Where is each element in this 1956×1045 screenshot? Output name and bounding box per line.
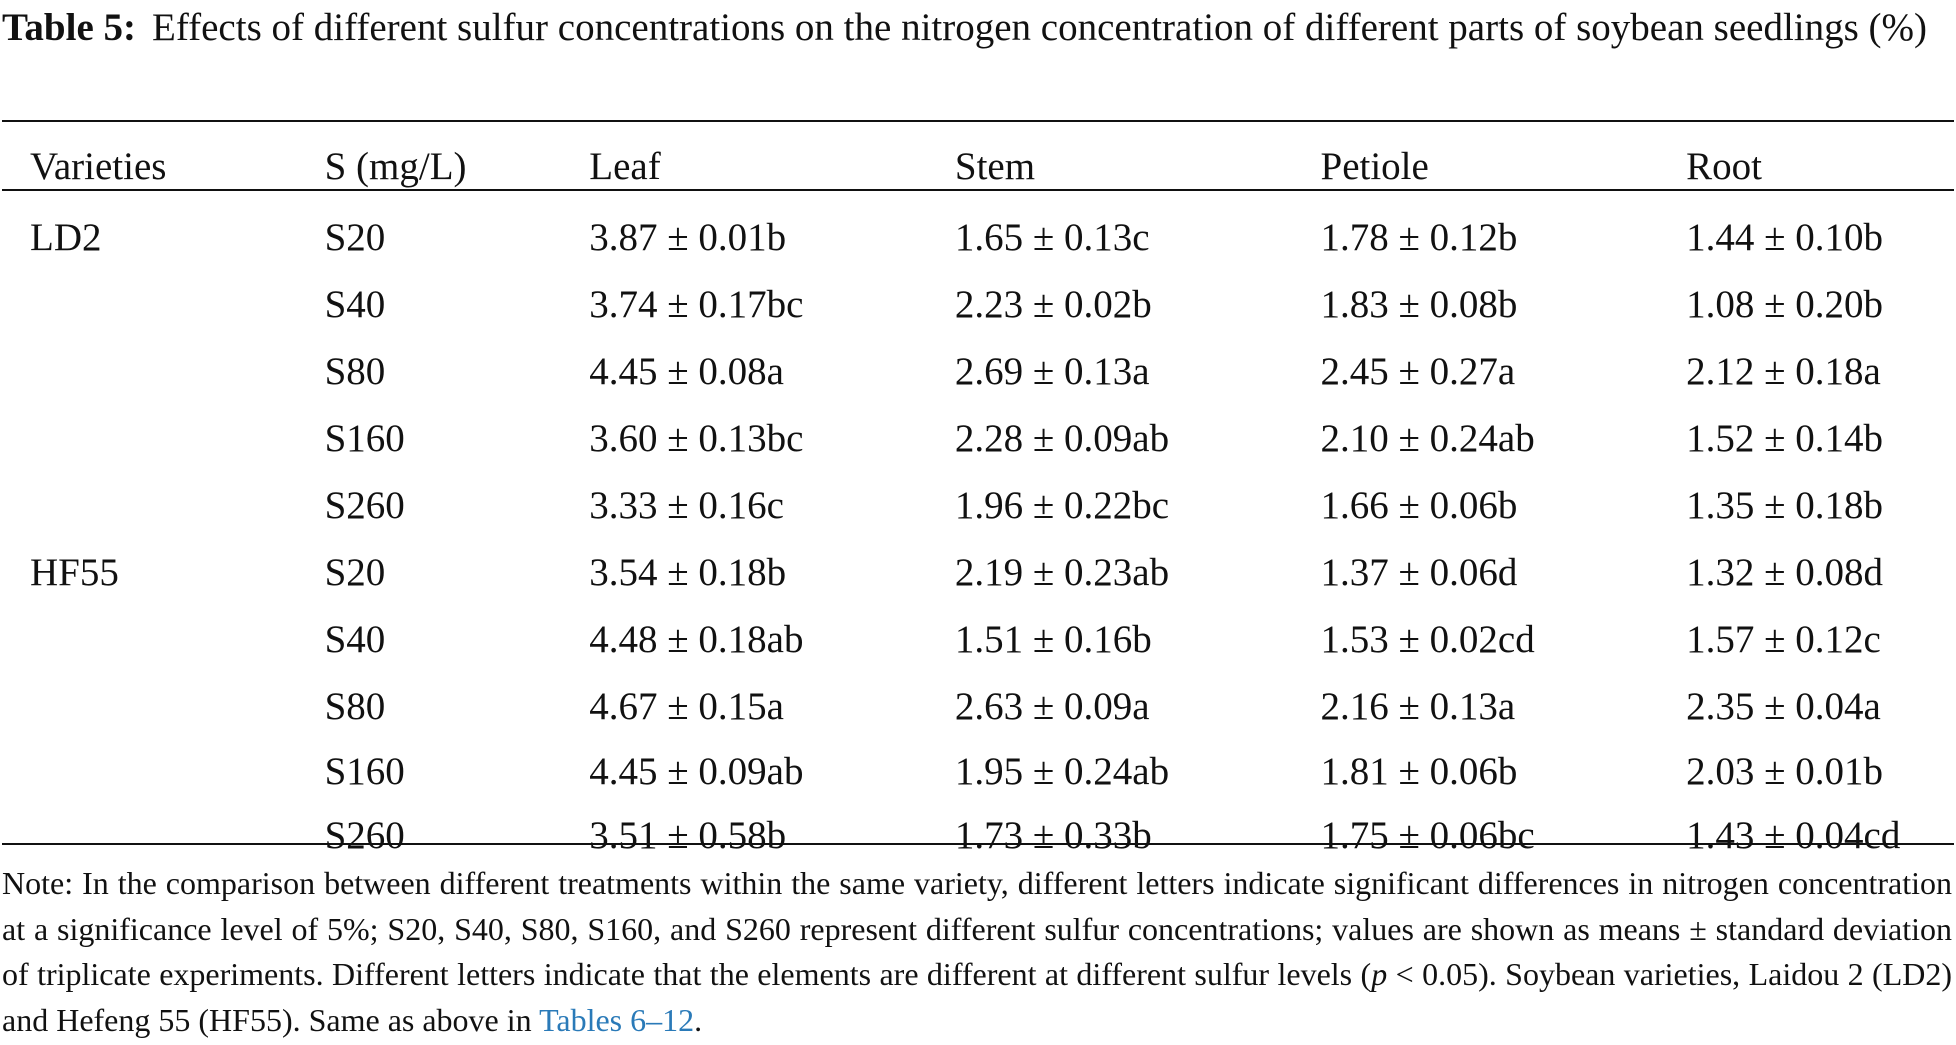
variety-cell <box>2 673 325 740</box>
variety-cell <box>2 802 325 869</box>
root-cell: 2.35 ± 0.04a <box>1686 685 1881 728</box>
variety-cell: LD2 <box>30 216 102 259</box>
stem-cell: 1.51 ± 0.16b <box>954 618 1152 661</box>
stem-cell: 2.23 ± 0.02b <box>954 283 1152 326</box>
table-row: S160 3.60 ± 0.13bc 2.28 ± 0.09ab 2.10 ± 0.2… <box>2 405 1956 472</box>
root-cell: 2.03 ± 0.01b <box>1686 749 1884 793</box>
variety-cell <box>2 271 325 338</box>
bottom-rule <box>2 843 1954 845</box>
top-rule <box>2 120 1954 122</box>
table-note: Note: In the comparison between differen… <box>2 861 1952 1043</box>
leaf-cell: 3.60 ± 0.13bc <box>589 417 804 460</box>
petiole-cell: 2.10 ± 0.24ab <box>1320 417 1535 460</box>
data-table: Varieties S (mg/L) Leaf Stem Petiole Roo… <box>2 0 1956 869</box>
leaf-cell: 4.45 ± 0.08a <box>589 350 784 393</box>
leaf-cell: 4.48 ± 0.18ab <box>589 618 804 661</box>
variety-cell <box>2 405 325 472</box>
petiole-cell: 1.37 ± 0.06d <box>1320 551 1518 594</box>
root-cell: 1.08 ± 0.20b <box>1686 283 1884 326</box>
header-row: Varieties S (mg/L) Leaf Stem Petiole Roo… <box>2 132 1956 200</box>
leaf-cell: 4.45 ± 0.09ab <box>589 749 804 793</box>
note-text: Note: In the comparison between differen… <box>2 865 1952 992</box>
sulfur-cell: S160 <box>324 749 405 793</box>
stem-cell: 2.63 ± 0.09a <box>954 685 1150 728</box>
header-varieties: Varieties <box>30 144 167 188</box>
stem-cell: 1.73 ± 0.33b <box>954 814 1152 857</box>
header-root: Root <box>1686 144 1762 188</box>
table-row: S260 3.33 ± 0.16c 1.96 ± 0.22bc 1.66 ± 0.06… <box>2 472 1956 539</box>
table-row: S80 4.67 ± 0.15a 2.63 ± 0.09a 2.16 ± 0.13a 2… <box>2 673 1956 740</box>
stem-cell: 1.96 ± 0.22bc <box>954 484 1170 527</box>
table-caption: Table 5: Effects of different sulfur conc… <box>2 0 1952 56</box>
header-sulfur: S (mg/L) <box>324 144 467 188</box>
variety-cell <box>2 606 325 673</box>
root-cell: 1.52 ± 0.14b <box>1686 417 1884 460</box>
petiole-cell: 1.83 ± 0.08b <box>1320 283 1518 326</box>
variety-cell <box>2 740 325 802</box>
table-title: Effects of different sulfur concentratio… <box>152 6 1928 49</box>
root-cell: 1.35 ± 0.18b <box>1686 484 1884 527</box>
sulfur-cell: S40 <box>324 618 386 661</box>
root-cell: 1.44 ± 0.10b <box>1686 216 1884 259</box>
tables-link[interactable]: Tables 6–12 <box>539 1001 695 1038</box>
sulfur-cell: S20 <box>324 216 386 259</box>
stem-cell: 2.19 ± 0.23ab <box>954 551 1170 594</box>
stem-cell: 1.65 ± 0.13c <box>954 216 1150 259</box>
table-row: S40 4.48 ± 0.18ab 1.51 ± 0.16b 1.53 ± 0.02c… <box>2 606 1956 673</box>
leaf-cell: 3.54 ± 0.18b <box>589 551 787 594</box>
note-end: . <box>694 1001 703 1038</box>
header-petiole: Petiole <box>1320 144 1429 188</box>
root-cell: 1.32 ± 0.08d <box>1686 551 1884 594</box>
header-stem: Stem <box>954 144 1036 188</box>
table-row: S40 3.74 ± 0.17bc 2.23 ± 0.02b 1.83 ± 0.08b… <box>2 271 1956 338</box>
leaf-cell: 3.74 ± 0.17bc <box>589 283 804 326</box>
petiole-cell: 1.78 ± 0.12b <box>1320 216 1518 259</box>
sulfur-cell: S20 <box>324 551 386 594</box>
header-leaf: Leaf <box>589 144 661 188</box>
root-cell: 1.43 ± 0.04cd <box>1686 814 1901 857</box>
variety-cell: HF55 <box>30 551 119 594</box>
header-rule <box>2 189 1954 191</box>
note-p-symbol: p <box>1371 956 1388 992</box>
petiole-cell: 1.53 ± 0.02cd <box>1320 618 1535 661</box>
note-text-2: < 0.05). Soybean varieties, Laidou 2 (LD… <box>2 956 1953 1038</box>
sulfur-cell: S160 <box>324 417 405 460</box>
petiole-cell: 1.75 ± 0.06bc <box>1320 814 1535 857</box>
sulfur-cell: S80 <box>324 685 386 728</box>
table-row: S260 3.51 ± 0.58b 1.73 ± 0.33b 1.75 ± 0.06b… <box>2 802 1956 869</box>
root-cell: 1.57 ± 0.12c <box>1686 618 1881 661</box>
petiole-cell: 1.81 ± 0.06b <box>1320 749 1518 793</box>
leaf-cell: 3.51 ± 0.58b <box>589 814 787 857</box>
table-row: HF55 S20 3.54 ± 0.18b 2.19 ± 0.23ab 1.37 ± 0… <box>2 539 1956 606</box>
leaf-cell: 3.87 ± 0.01b <box>589 216 787 259</box>
stem-cell: 1.95 ± 0.24ab <box>954 749 1170 793</box>
sulfur-cell: S260 <box>324 814 405 857</box>
stem-cell: 2.28 ± 0.09ab <box>954 417 1170 460</box>
sulfur-cell: S260 <box>324 484 405 527</box>
petiole-cell: 2.45 ± 0.27a <box>1320 350 1516 393</box>
petiole-cell: 1.66 ± 0.06b <box>1320 484 1518 527</box>
sulfur-cell: S40 <box>324 283 386 326</box>
leaf-cell: 4.67 ± 0.15a <box>589 685 784 728</box>
table-row: S160 4.45 ± 0.09ab 1.95 ± 0.24ab 1.81 ± 0.0… <box>2 740 1956 802</box>
variety-cell <box>2 338 325 405</box>
table-label: Table 5: <box>2 6 137 49</box>
petiole-cell: 2.16 ± 0.13a <box>1320 685 1516 728</box>
stem-cell: 2.69 ± 0.13a <box>954 350 1150 393</box>
sulfur-cell: S80 <box>324 350 386 393</box>
variety-cell <box>2 472 325 539</box>
table-row: LD2 S20 3.87 ± 0.01b 1.65 ± 0.13c 1.78 ± 0.1… <box>2 204 1956 271</box>
table-row: S80 4.45 ± 0.08a 2.69 ± 0.13a 2.45 ± 0.27a 2… <box>2 338 1956 405</box>
root-cell: 2.12 ± 0.18a <box>1686 350 1881 393</box>
leaf-cell: 3.33 ± 0.16c <box>589 484 784 527</box>
